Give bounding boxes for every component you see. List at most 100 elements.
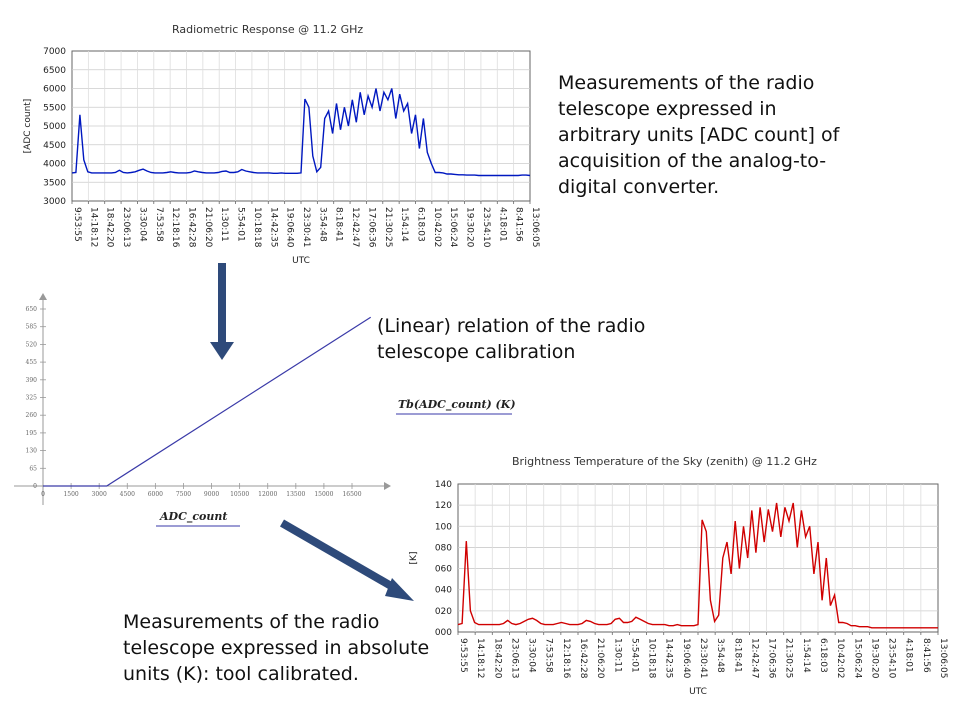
calib-x-axis-arrowhead: [384, 482, 391, 490]
calib-x-tick-label: 13500: [286, 491, 305, 498]
calib-y-tick-label: 585: [26, 324, 38, 331]
kelvin-chart-series-line: [457, 502, 938, 629]
adc-chart-y-tick-label: 7000: [43, 47, 66, 57]
kelvin-chart-x-tick-label: 21:30:25: [784, 638, 794, 678]
kelvin-chart-x-tick-label: 9:53:55: [458, 638, 468, 673]
adc-chart-x-tick-label: 16:42:28: [187, 207, 197, 248]
adc-chart-x-tick-label: 8:18:41: [334, 207, 344, 242]
kelvin-chart-x-tick-label: 8:18:41: [732, 638, 742, 673]
calib-x-tick-label: 16500: [342, 491, 361, 498]
adc-chart-x-tick-label: 10:18:18: [252, 207, 262, 248]
adc-chart-x-tick-label: 1:54:14: [399, 207, 409, 242]
calib-y-axis-arrowhead: [39, 293, 47, 300]
kelvin-chart-y-tick-label: 080: [435, 543, 452, 553]
kelvin-chart-x-tick-label: 3:30:04: [527, 638, 537, 673]
adc-chart-y-tick-label: 3500: [43, 178, 66, 188]
calib-y-tick-label: 0: [33, 483, 37, 490]
calib-x-tick-label: 12000: [258, 491, 277, 498]
kelvin-chart-x-tick-label: 14:42:35: [664, 638, 674, 678]
kelvin-chart-y-tick-label: 060: [435, 565, 452, 575]
kelvin-chart-x-tick-label: 18:42:20: [492, 638, 502, 679]
kelvin-chart-y-tick-label: 140: [435, 480, 452, 490]
bottom-chart-title: Brightness Temperature of the Sky (zenit…: [512, 455, 817, 468]
adc-note-line: telescope expressed in: [558, 98, 777, 120]
linear-note: (Linear) relation of the radio telescope…: [377, 313, 697, 365]
kelvin-chart-y-tick-label: 120: [435, 501, 452, 511]
adc-chart-x-tick-label: 17:06:36: [366, 207, 376, 248]
kelvin-chart-x-tick-label: 23:30:41: [698, 638, 708, 678]
adc-chart-y-axis-label: [ADC count]: [23, 99, 33, 154]
linear-note-line: (Linear) relation of the radio: [377, 315, 646, 337]
kelvin-chart-x-tick-label: 1:54:14: [801, 638, 811, 673]
adc-chart-y-tick-label: 3000: [43, 197, 66, 207]
calib-x-tick-label: 6000: [148, 491, 163, 498]
kelvin-chart-x-tick-label: 17:06:36: [767, 638, 777, 679]
adc-chart-x-tick-label: 13:06:05: [530, 207, 540, 247]
calib-y-tick-label: 260: [26, 412, 38, 419]
adc-chart-y-tick-label: 4500: [43, 141, 66, 151]
calib-y-tick-label: 390: [26, 377, 38, 384]
kelvin-chart-y-tick-label: 040: [435, 586, 452, 596]
kelvin-chart-x-tick-label: 12:18:16: [561, 638, 571, 679]
kelvin-chart-x-tick-label: 5:54:01: [629, 638, 639, 673]
kelvin-chart-x-tick-label: 10:42:02: [835, 638, 845, 678]
kelvin-chart-x-tick-label: 13:06:05: [938, 638, 948, 678]
adc-chart-x-tick-label: 9:53:55: [72, 207, 82, 242]
calib-x-tick-label: 4500: [120, 491, 135, 498]
adc-chart-x-tick-label: 23:54:10: [481, 207, 491, 248]
kelvin-note-line: Measurements of the radio: [123, 611, 380, 633]
kelvin-note: Measurements of the radio telescope expr…: [123, 609, 443, 687]
kelvin-chart-y-tick-label: 020: [435, 607, 452, 617]
calib-x-tick-label: 9000: [204, 491, 219, 498]
adc-chart-x-axis-label: UTC: [292, 256, 310, 266]
linear-note-line: telescope calibration: [377, 341, 576, 363]
adc-chart-y-tick-label: 5500: [43, 103, 66, 113]
calib-y-tick-label: 325: [26, 395, 38, 402]
adc-chart-x-tick-label: 5:54:01: [236, 207, 246, 242]
calib-y-tick-label: 520: [26, 341, 38, 348]
top-chart-title: Radiometric Response @ 11.2 GHz: [172, 23, 364, 36]
kelvin-chart-x-tick-label: 15:06:24: [852, 638, 862, 679]
calib-y-tick-label: 130: [26, 448, 38, 455]
kelvin-note-line: units (K): tool calibrated.: [123, 663, 359, 685]
adc-chart-x-tick-label: 12:18:16: [170, 207, 180, 248]
adc-chart-x-tick-label: 18:42:20: [105, 207, 115, 248]
adc-chart-x-tick-label: 10:42:02: [432, 207, 442, 247]
calib-y-formula-label: Tb(ADC_count) (K): [398, 398, 516, 412]
diagonal-arrow-shaft: [279, 519, 401, 594]
adc-chart-x-tick-label: 21:06:20: [203, 207, 213, 248]
kelvin-chart-x-tick-label: 23:06:13: [509, 638, 519, 678]
adc-chart-x-tick-label: 6:18:03: [416, 207, 426, 242]
adc-chart-y-tick-label: 6000: [43, 85, 66, 95]
calib-x-tick-label: 7500: [176, 491, 191, 498]
calib-relation-line: [43, 316, 372, 487]
calib-y-tick-label: 65: [29, 465, 37, 472]
adc-note-line: Measurements of the radio: [558, 72, 815, 94]
adc-chart-x-tick-label: 3:54:48: [317, 207, 327, 242]
adc-chart-x-tick-label: 19:06:40: [285, 207, 295, 248]
kelvin-chart-y-tick-label: 100: [435, 522, 452, 532]
adc-note-line: digital converter.: [558, 176, 720, 198]
adc-chart-x-tick-label: 21:30:25: [383, 207, 393, 247]
adc-chart-x-tick-label: 23:06:13: [121, 207, 131, 247]
adc-chart-y-tick-label: 4000: [43, 160, 66, 170]
adc-chart-x-tick-label: 14:42:35: [268, 207, 278, 247]
kelvin-chart-x-tick-label: 19:30:20: [869, 638, 879, 679]
calib-x-tick-label: 15000: [314, 491, 333, 498]
calib-x-tick-label: 10500: [230, 491, 249, 498]
kelvin-chart-x-tick-label: 23:54:10: [887, 638, 897, 679]
kelvin-chart-y-axis-label: [K]: [409, 552, 419, 565]
kelvin-chart-y-tick-label: 000: [435, 628, 452, 638]
adc-chart-x-tick-label: 7:53:58: [154, 207, 164, 242]
adc-chart-x-tick-label: 14:18:12: [88, 207, 98, 247]
kelvin-chart-x-tick-label: 19:06:40: [681, 638, 691, 679]
adc-chart-x-tick-label: 1:30:11: [219, 207, 229, 242]
calib-x-tick-label: 0: [41, 491, 45, 498]
calib-y-tick-label: 195: [26, 430, 38, 437]
kelvin-chart-x-tick-label: 10:18:18: [647, 638, 657, 679]
kelvin-chart-x-axis-label: UTC: [689, 687, 707, 697]
adc-chart-x-tick-label: 12:42:47: [350, 207, 360, 247]
adc-chart-y-tick-label: 5000: [43, 122, 66, 132]
calib-x-tick-label: 3000: [92, 491, 107, 498]
